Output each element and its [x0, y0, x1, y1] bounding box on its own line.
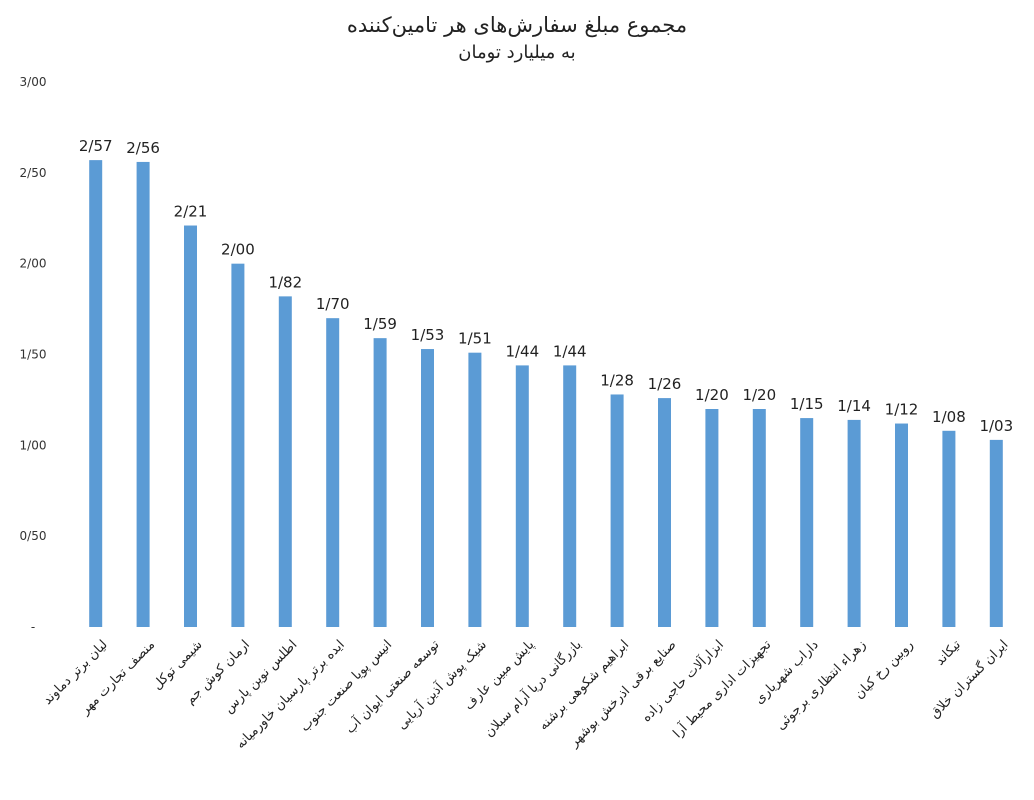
bar	[184, 225, 197, 627]
data-label: 1/44	[505, 342, 539, 360]
y-tick-label: 1/50	[20, 348, 47, 362]
data-label: 1/20	[695, 386, 729, 404]
bar	[752, 409, 766, 627]
bar	[421, 349, 434, 627]
data-label: 1/82	[268, 273, 302, 291]
bar	[278, 296, 292, 627]
data-label: 1/20	[742, 386, 776, 404]
bar	[895, 423, 908, 627]
bar	[610, 394, 624, 627]
bar	[468, 352, 482, 627]
data-label: 1/28	[600, 371, 634, 389]
bar	[89, 160, 103, 627]
x-tick-label: ایران گستران خلاق	[927, 637, 1012, 722]
data-label: 2/57	[79, 137, 113, 155]
bar	[373, 338, 387, 627]
data-label: 1/26	[648, 375, 682, 393]
y-tick-label: 1/00	[20, 438, 47, 452]
bars	[89, 160, 1003, 627]
data-label: 1/15	[790, 395, 824, 413]
data-label: 1/12	[885, 401, 919, 419]
bar	[515, 365, 529, 627]
y-tick-label: 2/50	[20, 166, 47, 180]
data-label: 1/53	[411, 326, 445, 344]
data-label: 1/03	[979, 417, 1013, 435]
x-tick-label: زهراء انتظاری برجوئی	[773, 637, 869, 733]
data-label: 1/14	[837, 397, 871, 415]
x-tick-label: ابراهیم شکوهی برشنه	[536, 637, 632, 733]
y-tick-label: 0/50	[20, 529, 47, 543]
chart-title: مجموع مبلغ سفارش‌های هر تامین‌کننده	[347, 13, 687, 37]
data-label: 1/44	[553, 342, 587, 360]
x-tick-label: شیک پوش آذین آریایی	[393, 636, 490, 733]
y-tick-label: -	[31, 620, 35, 634]
y-tick-label: 3/00	[20, 75, 47, 89]
bar	[942, 430, 956, 627]
bar	[658, 398, 671, 627]
data-label: 1/59	[363, 315, 397, 333]
data-labels: 2/57 2/56 2/21 2/00 1/82 1/70 1/59 1/53 1/51 1/44…	[79, 137, 1013, 435]
bar	[231, 263, 245, 627]
data-label: 2/56	[126, 139, 160, 157]
bar	[989, 439, 1003, 627]
bar	[705, 409, 719, 627]
chart-subtitle: به میلیارد تومان	[458, 42, 575, 63]
bar	[563, 365, 577, 627]
y-tick-label: 2/00	[20, 257, 47, 271]
data-label: 1/70	[316, 295, 350, 313]
x-tick-label: تیکاند	[933, 637, 964, 668]
bar	[136, 161, 150, 627]
y-axis: - 0/50 1/00 1/50 2/00 2/50 3/00	[20, 75, 47, 634]
x-tick-label: انیس پویا صنعت جنوب	[298, 637, 396, 735]
data-label: 1/08	[932, 408, 966, 426]
bar	[800, 418, 814, 627]
x-tick-label: ابزارآلات حاجی زاده	[638, 636, 727, 725]
data-label: 2/21	[174, 203, 208, 221]
data-label: 2/00	[221, 241, 255, 259]
bar	[847, 419, 861, 627]
bar	[326, 318, 340, 627]
data-label: 1/51	[458, 330, 492, 348]
